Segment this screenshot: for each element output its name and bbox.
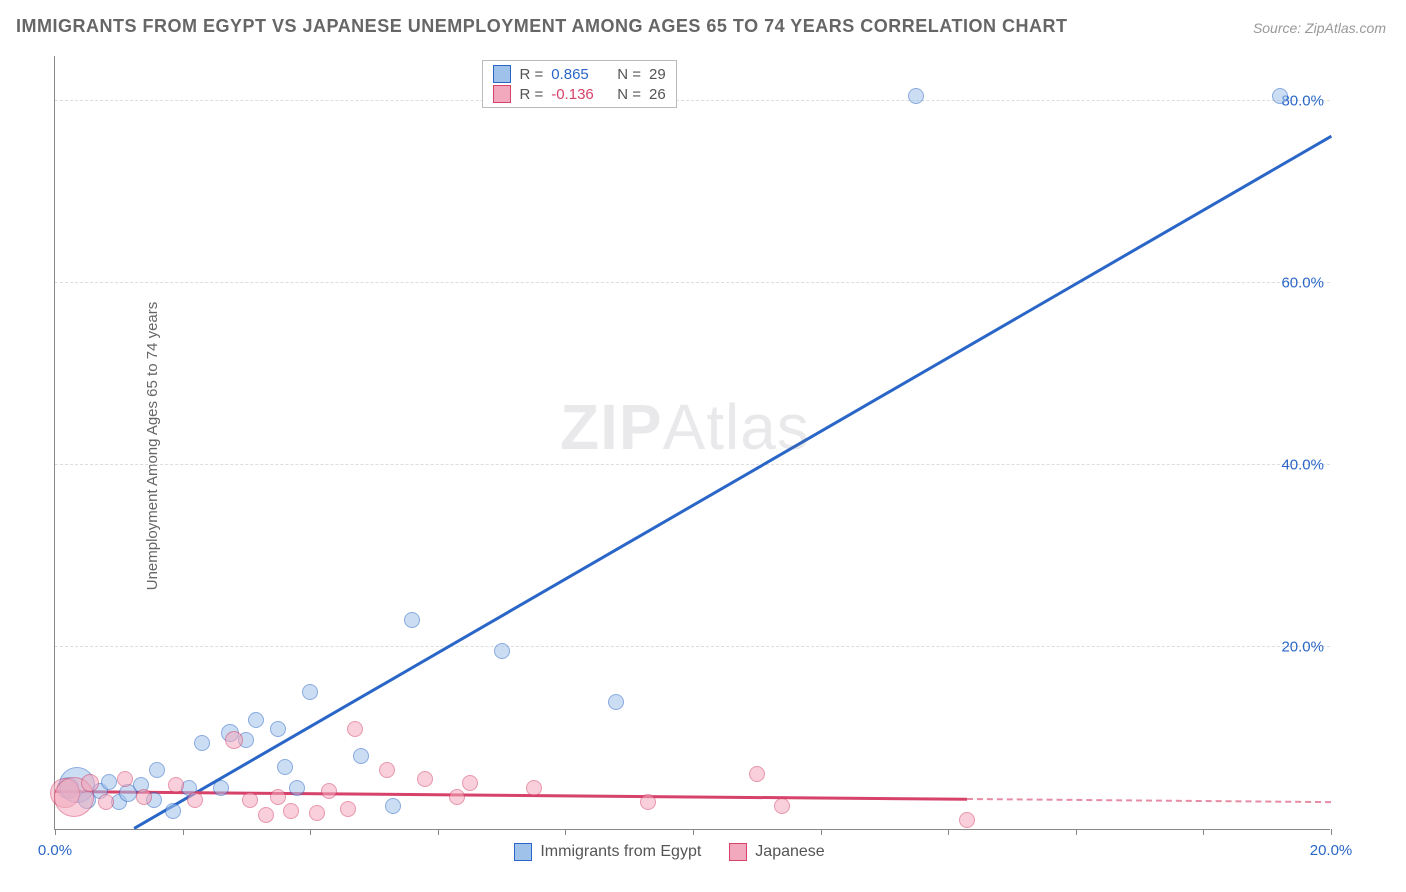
x-tick-mark (693, 829, 694, 835)
data-point (1272, 88, 1288, 104)
source-attribution: Source: ZipAtlas.com (1253, 20, 1386, 36)
n-label: N = (617, 86, 641, 103)
data-point (81, 774, 99, 792)
data-point (449, 789, 465, 805)
legend-swatch (729, 843, 747, 861)
legend-label: Japanese (755, 843, 824, 861)
x-tick-mark (310, 829, 311, 835)
x-tick-mark (821, 829, 822, 835)
legend-label: Immigrants from Egypt (540, 843, 701, 861)
r-value: 0.865 (551, 66, 609, 83)
data-point (242, 792, 258, 808)
gridline (55, 282, 1330, 283)
y-tick-label: 20.0% (1281, 638, 1324, 655)
data-point (379, 762, 395, 778)
data-point (462, 775, 478, 791)
legend-swatch (493, 65, 511, 83)
x-tick-mark (1076, 829, 1077, 835)
data-point (959, 812, 975, 828)
legend-swatch (493, 85, 511, 103)
data-point (774, 798, 790, 814)
data-point (347, 721, 363, 737)
data-point (270, 721, 286, 737)
data-point (101, 774, 117, 790)
data-point (749, 766, 765, 782)
n-label: N = (617, 66, 641, 83)
x-tick-mark (1203, 829, 1204, 835)
data-point (283, 803, 299, 819)
plot-area: 20.0%40.0%60.0%80.0%0.0%20.0%R = 0.865 N… (54, 56, 1330, 830)
r-label: R = (519, 86, 543, 103)
legend-row: R = 0.865 N = 29 (493, 65, 665, 83)
data-point (270, 789, 286, 805)
y-tick-label: 60.0% (1281, 274, 1324, 291)
x-tick-mark (1331, 829, 1332, 835)
legend-swatch (514, 843, 532, 861)
data-point (494, 643, 510, 659)
correlation-legend: R = 0.865 N = 29R = -0.136 N = 26 (482, 60, 676, 108)
legend-row: R = -0.136 N = 26 (493, 85, 665, 103)
data-point (213, 780, 229, 796)
data-point (194, 735, 210, 751)
data-point (277, 759, 293, 775)
x-tick-mark (55, 829, 56, 835)
y-tick-label: 40.0% (1281, 456, 1324, 473)
r-value: -0.136 (551, 86, 609, 103)
data-point (187, 792, 203, 808)
data-point (385, 798, 401, 814)
data-point (417, 771, 433, 787)
trend-line (134, 135, 1332, 829)
chart-title: IMMIGRANTS FROM EGYPT VS JAPANESE UNEMPL… (16, 16, 1067, 37)
data-point (289, 780, 305, 796)
data-point (353, 748, 369, 764)
data-point (340, 801, 356, 817)
data-point (149, 762, 165, 778)
data-point (98, 794, 114, 810)
data-point (117, 771, 133, 787)
x-tick-mark (565, 829, 566, 835)
data-point (165, 803, 181, 819)
x-tick-mark (948, 829, 949, 835)
data-point (908, 88, 924, 104)
data-point (608, 694, 624, 710)
data-point (168, 777, 184, 793)
x-tick-mark (438, 829, 439, 835)
r-label: R = (519, 66, 543, 83)
x-tick-mark (183, 829, 184, 835)
x-tick-label: 20.0% (1310, 842, 1353, 859)
trend-line (967, 798, 1331, 803)
data-point (321, 783, 337, 799)
data-point (225, 731, 243, 749)
gridline (55, 100, 1330, 101)
n-value: 26 (649, 86, 666, 103)
data-point (640, 794, 656, 810)
gridline (55, 646, 1330, 647)
data-point (526, 780, 542, 796)
legend-item: Immigrants from Egypt (514, 843, 701, 861)
x-tick-label: 0.0% (38, 842, 72, 859)
legend-item: Japanese (729, 843, 824, 861)
data-point (404, 612, 420, 628)
series-legend: Immigrants from Egypt Japanese (514, 843, 824, 861)
data-point (136, 789, 152, 805)
data-point (248, 712, 264, 728)
gridline (55, 464, 1330, 465)
data-point (258, 807, 274, 823)
data-point (309, 805, 325, 821)
data-point (302, 684, 318, 700)
n-value: 29 (649, 66, 666, 83)
